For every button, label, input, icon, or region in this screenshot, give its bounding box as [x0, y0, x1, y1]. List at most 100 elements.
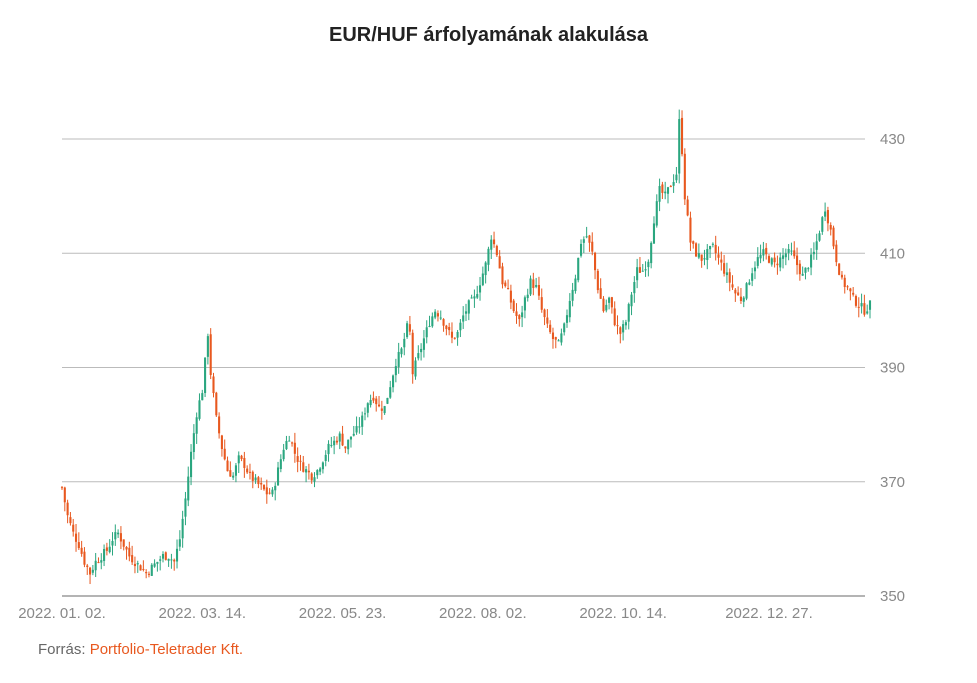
candle [420, 343, 423, 361]
candle [248, 463, 252, 480]
candle [866, 304, 869, 315]
y-tick-label: 370 [880, 474, 905, 491]
candle [434, 309, 437, 320]
candle [860, 293, 863, 314]
candle [613, 301, 616, 327]
y-tick-label: 350 [880, 588, 905, 605]
candle [574, 274, 577, 294]
candle [195, 412, 198, 444]
candle [810, 248, 813, 276]
candle [577, 257, 580, 283]
candle [352, 425, 355, 437]
candle [779, 252, 782, 272]
candle [470, 294, 473, 299]
candle [321, 461, 324, 474]
candle [417, 345, 420, 361]
candle [840, 271, 843, 280]
candle [498, 250, 501, 269]
candle [80, 540, 83, 557]
candle [535, 277, 538, 289]
candle [400, 347, 403, 358]
candle [63, 486, 66, 512]
candle [582, 236, 585, 254]
candle [164, 551, 167, 561]
candle [608, 296, 611, 310]
candle [773, 252, 776, 268]
candle [546, 309, 549, 328]
candle [122, 539, 125, 551]
candle [445, 324, 448, 336]
candles [60, 109, 872, 585]
candle [751, 267, 754, 287]
candle [664, 181, 667, 200]
candle [212, 372, 215, 398]
candle [666, 186, 670, 204]
candle [770, 257, 773, 267]
candle [209, 328, 212, 380]
candle [254, 474, 257, 484]
candle [594, 251, 597, 280]
candle [232, 472, 235, 480]
candle [857, 297, 860, 318]
candle [114, 524, 117, 546]
candle [285, 435, 288, 451]
candle [619, 326, 622, 344]
candle [178, 530, 181, 551]
candle [229, 461, 232, 477]
candle [187, 466, 190, 507]
x-tick-label: 2022. 03. 14. [158, 605, 246, 622]
candle [515, 303, 518, 324]
candle [411, 329, 414, 384]
candle [257, 475, 260, 489]
candle [756, 247, 759, 269]
candle [863, 294, 866, 317]
candle [697, 243, 700, 260]
candle [431, 312, 434, 328]
candle [661, 181, 664, 200]
candle [560, 328, 563, 346]
source-note: Forrás: Portfolio-Teletrader Kft. [38, 641, 243, 658]
candle [737, 286, 740, 296]
candle [706, 244, 709, 270]
candle [658, 178, 661, 212]
candle [765, 243, 768, 260]
candle [796, 247, 799, 275]
candle [854, 294, 858, 308]
candle [184, 491, 187, 526]
candle [776, 255, 779, 275]
candle [234, 462, 237, 483]
x-tick-label: 2022. 08. 02. [439, 605, 527, 622]
candle [551, 327, 555, 349]
candle [397, 342, 400, 374]
candle [568, 293, 571, 323]
candle [204, 357, 207, 398]
candle [94, 552, 97, 577]
candle [557, 339, 560, 342]
candle [406, 320, 409, 339]
candle [240, 454, 243, 462]
candle [714, 235, 717, 261]
candle [540, 288, 543, 313]
candle [521, 305, 524, 328]
candle [251, 470, 254, 489]
candle [436, 310, 439, 322]
candle [307, 463, 310, 480]
y-tick-label: 410 [880, 245, 905, 262]
candle [459, 319, 462, 338]
candle [852, 286, 855, 297]
candle [824, 202, 827, 222]
candle [333, 435, 336, 455]
candle [717, 246, 720, 265]
candle [742, 296, 745, 308]
candle [579, 239, 583, 258]
candle [167, 558, 170, 567]
candle [529, 275, 532, 297]
candle [644, 261, 647, 277]
x-tick-label: 2022. 01. 02. [18, 605, 106, 622]
candle [403, 332, 406, 356]
candle [386, 397, 389, 405]
candle [711, 242, 714, 248]
candle [835, 240, 838, 267]
source-label: Forrás: [38, 641, 86, 658]
candle [145, 569, 148, 579]
